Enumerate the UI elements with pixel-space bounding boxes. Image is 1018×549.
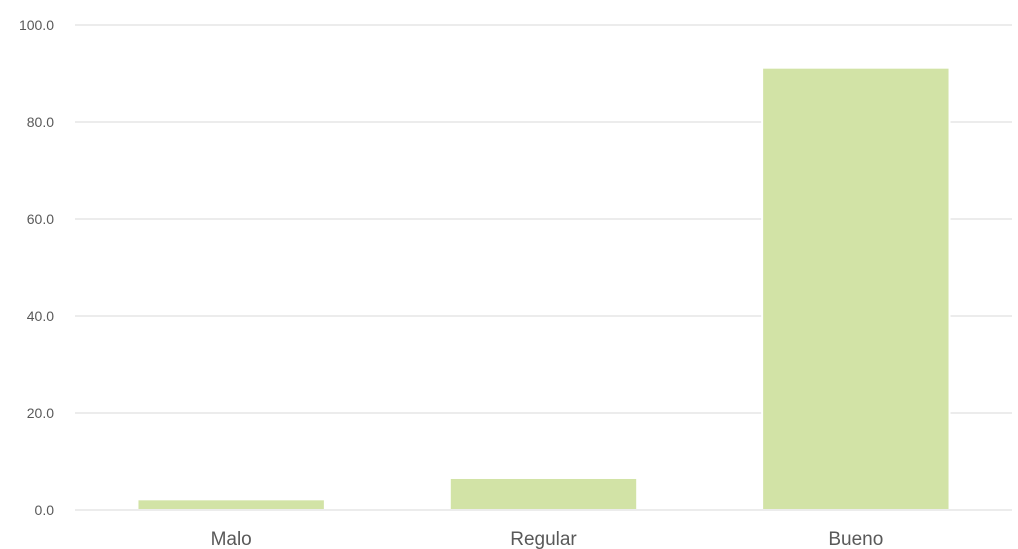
x-category-label: Malo [211, 529, 252, 549]
y-axis-tick-labels: 0.0 20.0 40.0 60.0 80.0 100.0 [19, 17, 54, 518]
bar-bueno [761, 66, 951, 512]
bar-regular [448, 476, 639, 511]
y-tick-label: 20.0 [27, 405, 54, 421]
bars [136, 66, 951, 512]
y-tick-label: 40.0 [27, 308, 54, 324]
y-tick-label: 0.0 [35, 502, 55, 518]
bar-malo [136, 498, 326, 511]
x-category-label: Bueno [828, 529, 883, 549]
x-axis-category-labels: Malo Regular Bueno [211, 529, 884, 549]
x-category-label: Regular [510, 529, 577, 549]
y-tick-label: 60.0 [27, 211, 54, 227]
y-tick-label: 80.0 [27, 114, 54, 130]
y-tick-label: 100.0 [19, 17, 54, 33]
